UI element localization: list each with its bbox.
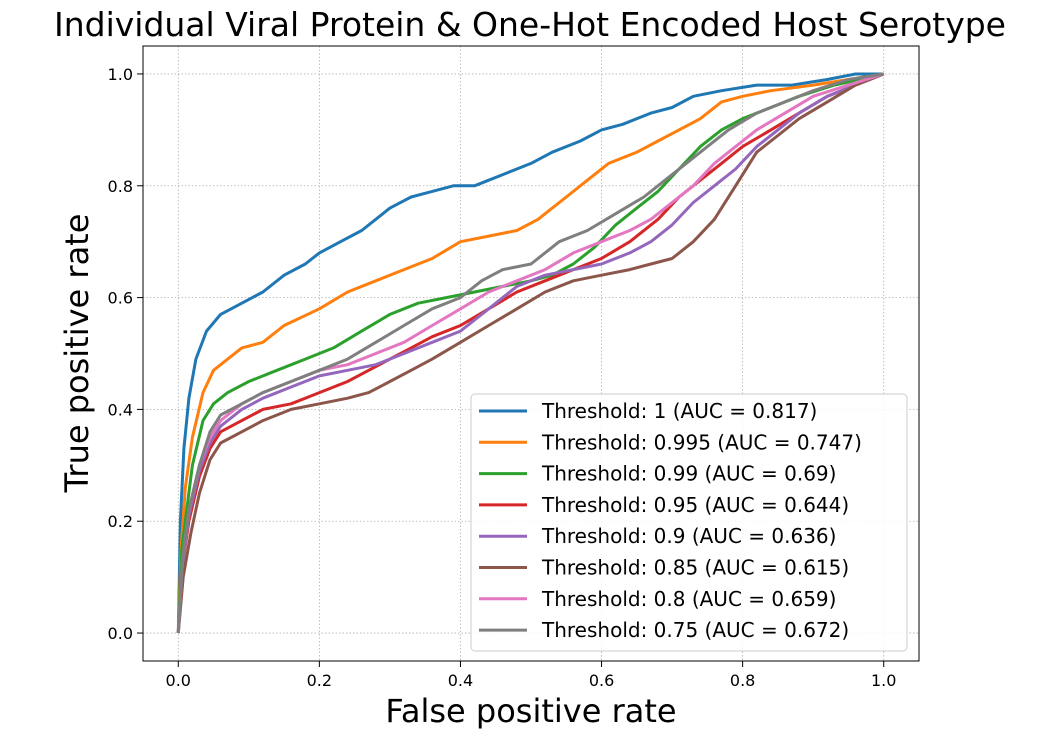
legend-label-6: Threshold: 0.8 (AUC = 0.659): [541, 587, 836, 611]
legend-label-5: Threshold: 0.85 (AUC = 0.615): [541, 556, 849, 580]
series-line-7: [176, 72, 884, 634]
x-tick-label: 1.0: [871, 671, 896, 690]
series-lines: [176, 72, 885, 634]
legend-label-7: Threshold: 0.75 (AUC = 0.672): [541, 618, 849, 642]
legend-label-4: Threshold: 0.9 (AUC = 0.636): [541, 524, 836, 548]
x-tick-label: 0.0: [166, 671, 191, 690]
legend-label-1: Threshold: 0.995 (AUC = 0.747): [541, 430, 862, 454]
x-tick-label: 0.8: [730, 671, 755, 690]
series-line-3: [176, 72, 885, 634]
plot-frame: [142, 45, 920, 662]
legend-label-0: Threshold: 1 (AUC = 0.817): [541, 399, 817, 423]
y-axis-ticks: 0.0 0.2 0.4 0.6 0.8 1.0: [108, 65, 143, 643]
y-tick-label: 0.6: [108, 289, 133, 308]
y-tick-label: 0.4: [108, 400, 133, 419]
legend-box: [470, 393, 908, 652]
y-tick-label: 1.0: [108, 65, 133, 84]
x-tick-label: 0.4: [448, 671, 473, 690]
legend-items: Threshold: 1 (AUC = 0.817) Threshold: 0.9…: [479, 399, 862, 642]
legend-label-3: Threshold: 0.95 (AUC = 0.644): [541, 493, 849, 517]
y-tick-label: 0.2: [108, 512, 133, 531]
series-line-6: [176, 72, 885, 634]
y-tick-label: 0.8: [108, 177, 133, 196]
series-line-0: [176, 72, 884, 634]
x-axis-label: False positive rate: [385, 692, 676, 730]
chart-title: Individual Viral Protein & One-Hot Encod…: [54, 5, 1006, 44]
series-line-5: [176, 72, 885, 634]
x-axis-ticks: 0.0 0.2 0.4 0.6 0.8 1.0: [166, 661, 896, 690]
legend-label-2: Threshold: 0.99 (AUC = 0.69): [541, 462, 836, 486]
x-tick-label: 0.6: [589, 671, 614, 690]
series-line-4: [176, 72, 885, 634]
legend: Threshold: 1 (AUC = 0.817) Threshold: 0.9…: [470, 393, 908, 652]
y-axis-label: True positive rate: [58, 214, 96, 494]
y-tick-label: 0.0: [108, 624, 133, 643]
series-line-2: [176, 72, 885, 634]
x-tick-label: 0.2: [307, 671, 332, 690]
series-line-1: [176, 72, 884, 634]
